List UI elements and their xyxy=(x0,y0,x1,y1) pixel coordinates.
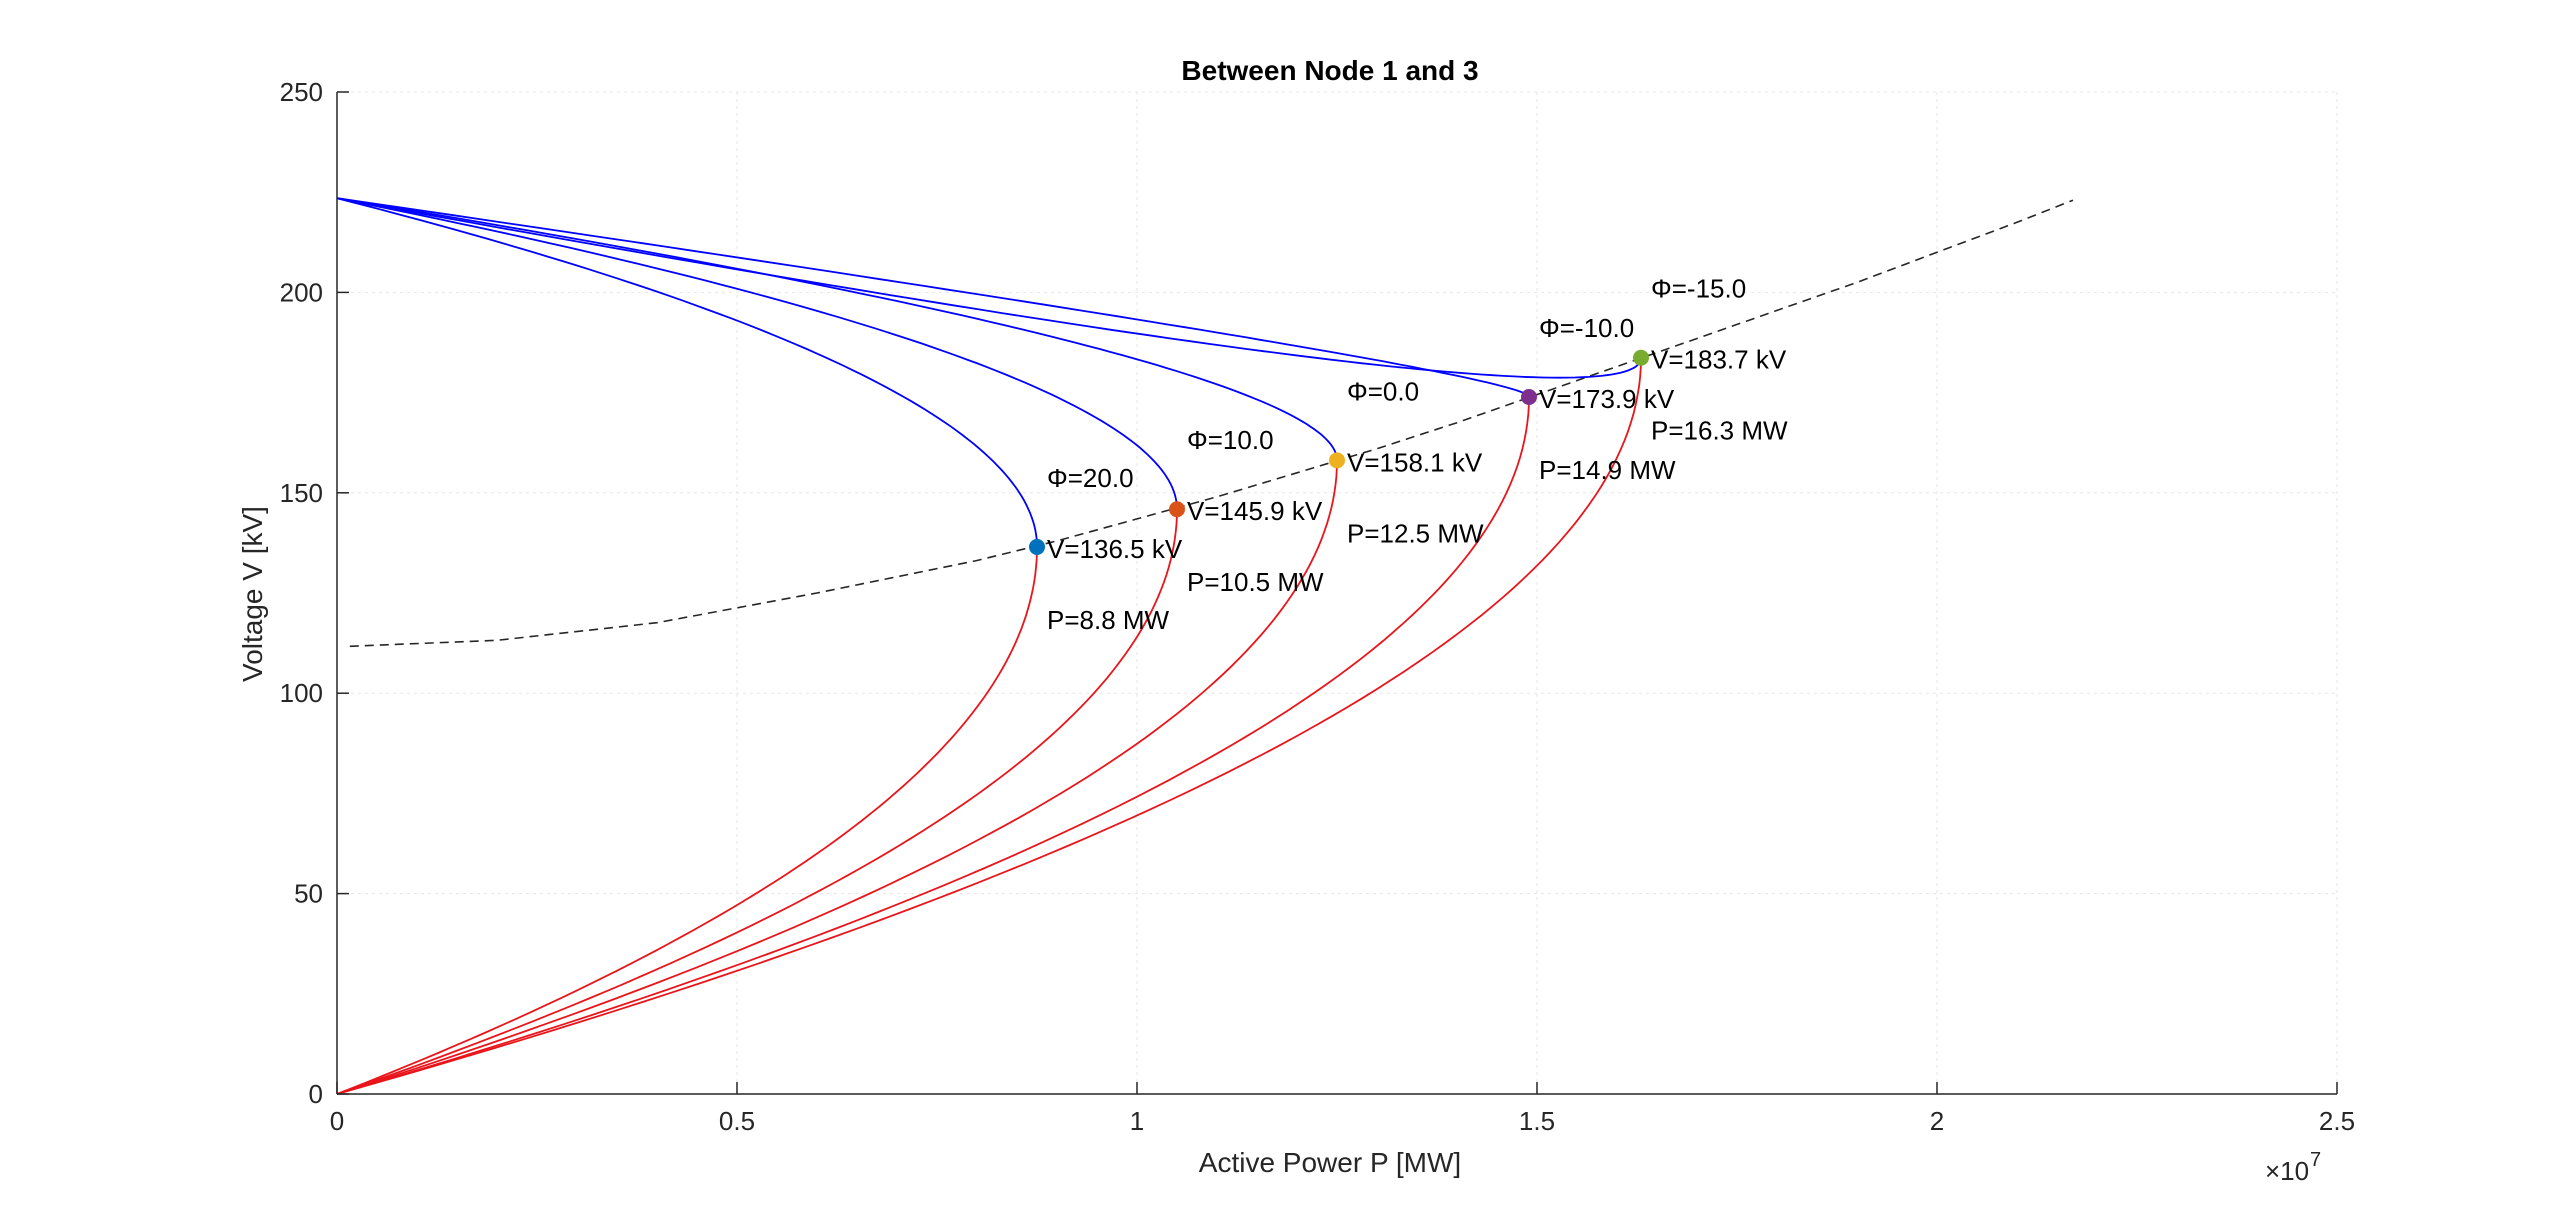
phi-annotation: Φ=10.0 xyxy=(1187,425,1274,455)
upper-branch-curve xyxy=(336,197,1338,461)
voltage-annotation: V=158.1 kV xyxy=(1347,447,1483,477)
critical-point-locus xyxy=(349,199,2074,648)
x-axis-title: Active Power P [MW] xyxy=(1199,1147,1461,1178)
phi-annotation: Φ=-15.0 xyxy=(1651,274,1746,304)
y-tick-label: 250 xyxy=(280,77,323,107)
voltage-annotation: V=136.5 kV xyxy=(1047,534,1183,564)
critical-point-marker xyxy=(1029,538,1045,555)
voltage-annotation: V=183.7 kV xyxy=(1651,345,1787,375)
x-axis-multiplier: ×10 7 xyxy=(2265,1149,2321,1186)
curve-layer xyxy=(336,197,2074,1095)
chart-title: Between Node 1 and 3 xyxy=(1181,55,1478,86)
lower-branch-curve xyxy=(336,357,1642,1095)
power-annotation: P=12.5 MW xyxy=(1347,518,1484,548)
annotation-layer: Φ=20.0 V=136.5 kV P=8.8 MW Φ=10.0 V=145.9 kV… xyxy=(1047,274,1788,635)
lower-branch-curve xyxy=(336,460,1338,1095)
lower-branch-curve xyxy=(336,396,1530,1095)
x-tick-label: 2.5 xyxy=(2319,1106,2355,1136)
power-annotation: P=10.5 MW xyxy=(1187,567,1324,597)
phi-annotation: Φ=0.0 xyxy=(1347,376,1419,406)
critical-point-marker xyxy=(1633,349,1649,366)
y-tick-label: 150 xyxy=(280,478,323,508)
upper-branch-curve xyxy=(336,197,1642,379)
lower-branch-curve xyxy=(336,509,1178,1095)
x-axis-multiplier-exponent: 7 xyxy=(2310,1149,2321,1171)
phi-annotation: Φ=-10.0 xyxy=(1539,313,1634,343)
lower-branch-curve xyxy=(336,546,1038,1095)
tick-layer: 0 0.5 1 1.5 2 2.5 0 50 100 150 200 250 xyxy=(280,77,2355,1136)
upper-branch-curve xyxy=(336,197,1178,510)
y-tick-label: 0 xyxy=(309,1079,323,1109)
upper-branch-curve xyxy=(336,197,1530,398)
x-tick-label: 0 xyxy=(330,1106,344,1136)
y-tick-label: 200 xyxy=(280,277,323,307)
power-annotation: P=14.9 MW xyxy=(1539,455,1676,485)
axes-layer xyxy=(336,92,2337,1095)
x-axis-multiplier-base: ×10 xyxy=(2265,1156,2309,1186)
y-tick-label: 50 xyxy=(294,879,323,909)
critical-point-marker xyxy=(1169,501,1185,518)
y-tick-label: 100 xyxy=(280,678,323,708)
voltage-annotation: V=173.9 kV xyxy=(1539,384,1675,414)
x-tick-label: 0.5 xyxy=(719,1106,755,1136)
phi-annotation: Φ=20.0 xyxy=(1047,463,1134,493)
power-annotation: P=16.3 MW xyxy=(1651,416,1788,446)
voltage-annotation: V=145.9 kV xyxy=(1187,496,1323,526)
critical-point-marker xyxy=(1521,389,1537,406)
x-tick-label: 1.5 xyxy=(1519,1106,1555,1136)
x-tick-label: 2 xyxy=(1930,1106,1944,1136)
x-tick-label: 1 xyxy=(1130,1106,1144,1136)
power-annotation: P=8.8 MW xyxy=(1047,605,1170,635)
critical-point-marker xyxy=(1329,452,1345,469)
upper-branch-curve xyxy=(336,197,1038,547)
y-axis-title: Voltage V [kV] xyxy=(237,506,268,682)
marker-layer xyxy=(1029,349,1649,555)
